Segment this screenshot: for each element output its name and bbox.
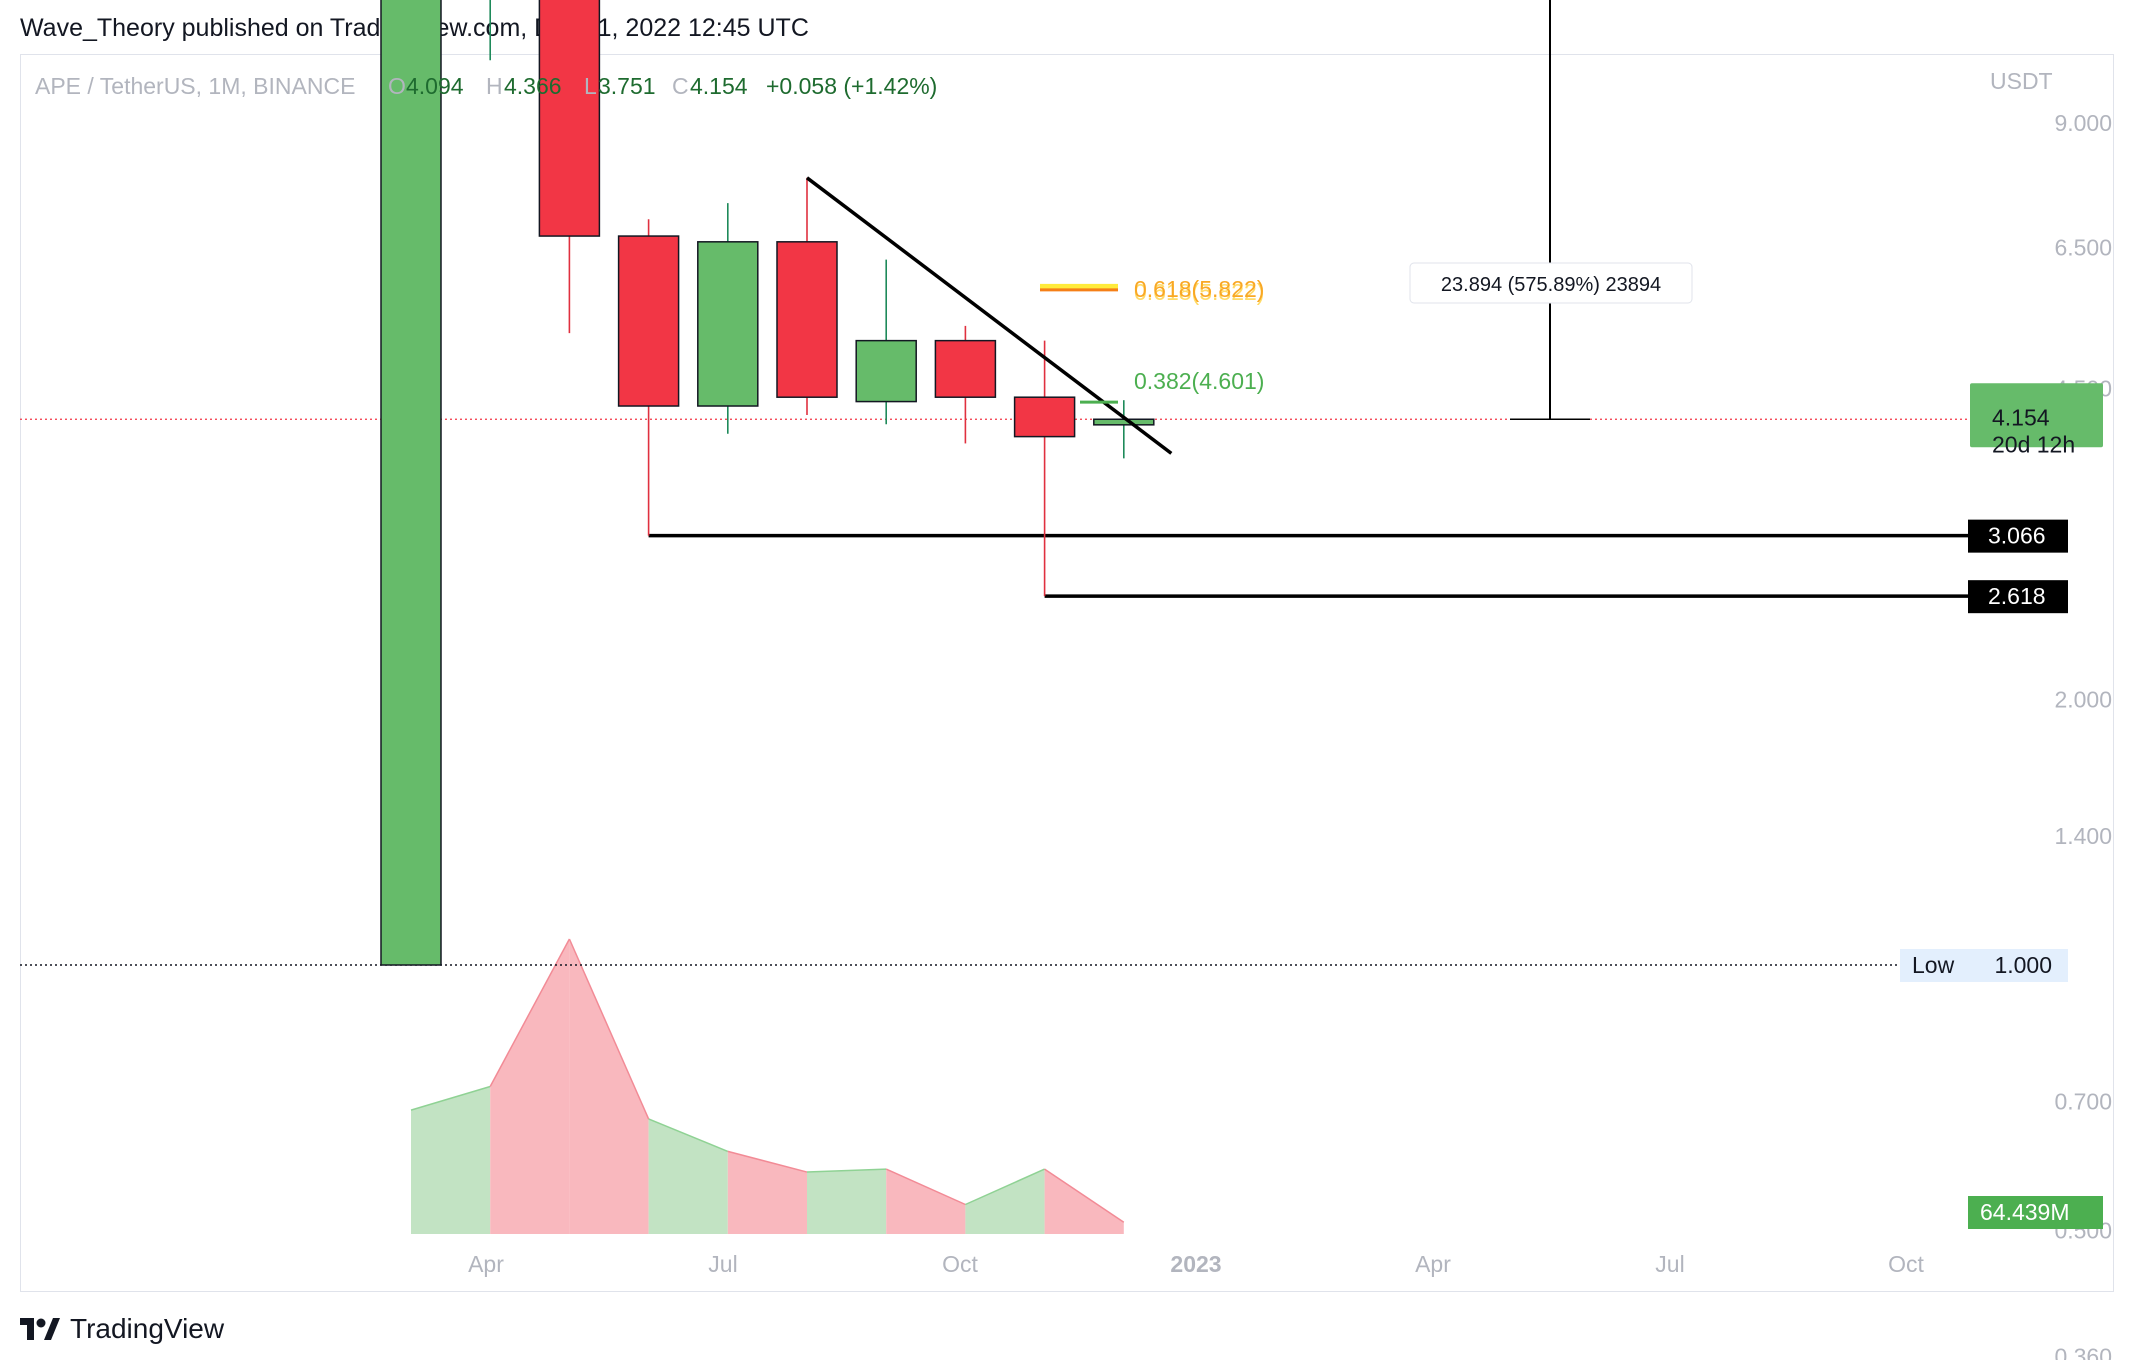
legend-close-label: C [672,73,689,99]
volume-line-2022-07 [727,1150,808,1173]
support-badge-1 [1968,519,2068,553]
candle-body-2022-10 [934,339,997,398]
ohlc-legend: APE / TetherUS, 1M, BINANCE O 4.094 H 4.… [35,73,937,99]
support-badge-2 [1968,580,2068,614]
fib-618-band [1040,283,1118,289]
time-tick-3: 2023 [1170,1251,1221,1277]
legend-change: +0.058 (+1.42%) [766,73,937,99]
support-badge-value-1: 3.066 [1988,523,2046,549]
volume-line-2022-11 [1044,1168,1125,1223]
volume-area-2022-05 [569,939,649,1234]
candle-body-2022-11 [1013,396,1076,438]
legend-open-label: O [388,73,406,99]
volume-badge-value: 64.439M [1980,1199,2070,1225]
legend-high-label: H [486,73,503,99]
candle-body-2022-08 [776,241,838,398]
volume-area-2022-06 [648,1118,728,1234]
support-badge-value-2: 2.618 [1988,583,2046,609]
volume-layer [410,938,1125,1234]
volume-line-2022-04 [489,938,571,1087]
volume-line-2022-03 [410,1085,491,1111]
time-tick-2: Oct [942,1251,978,1277]
chart-frame[interactable] [20,54,2114,1292]
volume-badge [1968,1196,2103,1229]
low-value: 1.000 [1994,952,2052,978]
time-tick-5: Jul [1655,1251,1684,1277]
price-axis[interactable]: USDT80.00055.00039.00019.00013.0009.0006… [1892,0,2112,1360]
time-tick-6: Oct [1888,1251,1924,1277]
price-tick-0.360: 0.360 [2054,1344,2112,1360]
legend-low-value: 3.751 [598,73,656,99]
measure-label: 23.894 (575.89%) 23894 [1441,274,1661,296]
volume-area-2022-03 [411,1086,491,1234]
fib-618-ghost-label: 0.618(5.822) [1134,279,1264,305]
footer-brand: TradingView [70,1313,225,1344]
low-label-box [1900,949,2068,982]
volume-area-2022-07 [727,1151,807,1234]
volume-line-2022-06 [648,1118,729,1153]
price-axis-unit: USDT [1990,68,2053,94]
volume-line-2022-09 [885,1168,966,1206]
current-price-value: 4.154 [1992,404,2050,430]
volume-area-2022-11 [1044,1169,1124,1234]
price-tick-1.400: 1.400 [2054,823,2112,849]
legend-symbol: APE / TetherUS, 1M, BINANCE [35,73,355,99]
volume-line-2022-08 [806,1168,887,1173]
level-lines [20,418,1970,966]
candle-body-2022-06 [617,235,680,407]
fib-382-label: 0.382(4.601) [1134,368,1264,394]
legend-close-value: 4.154 [690,73,748,99]
descending-trendline [805,176,1173,455]
price-tick-0.700: 0.700 [2054,1089,2112,1115]
legend-low-label: L [584,73,597,99]
volume-area-2022-04 [490,939,570,1234]
current-price-badge [1970,383,2103,448]
volume-area-2022-09 [886,1169,966,1234]
price-tick-2.000: 2.000 [2054,686,2112,712]
footer: TradingView [20,1313,224,1345]
price-tick-6.500: 6.500 [2054,235,2112,261]
time-tick-1: Jul [708,1251,737,1277]
candle-body-2022-03 [380,0,442,966]
fib-618-label: 0.618(5.822) [1134,276,1264,302]
time-tick-0: Apr [468,1251,504,1277]
candles-layer[interactable] [380,0,1155,966]
legend-open-value: 4.094 [406,73,464,99]
legend-high-value: 4.366 [504,73,562,99]
current-price-countdown: 20d 12h [1992,431,2075,457]
candle-body-2022-09 [855,339,917,403]
price-tick-9.000: 9.000 [2054,110,2112,136]
volume-line-2022-05 [568,938,650,1120]
volume-area-2022-10 [965,1169,1045,1234]
time-axis[interactable]: Apr Jul Oct 2023 Apr Jul Oct [468,1251,1924,1277]
drawings-layer[interactable]: 0.618(5.822)0.618(5.822)0.382(4.601)23.8… [805,0,1693,455]
low-label: Low [1912,952,1955,978]
candle-body-2022-07 [697,241,759,407]
volume-line-2022-10 [965,1168,1045,1206]
candle-body-2022-12 [1093,418,1155,426]
time-tick-4: Apr [1415,1251,1451,1277]
candle-body-2022-05 [538,0,601,237]
measure-label-box [1409,262,1693,304]
volume-area-2022-08 [807,1169,887,1234]
tradingview-logo-icon [20,1318,60,1340]
